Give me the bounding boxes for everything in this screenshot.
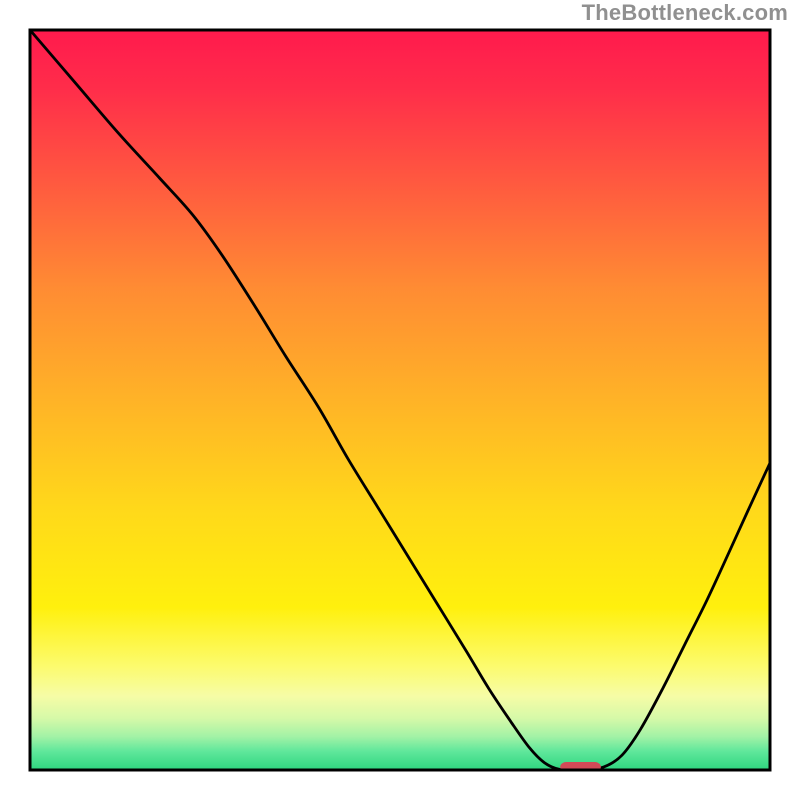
gradient-background (30, 30, 770, 770)
attribution-text: TheBottleneck.com (582, 0, 788, 26)
bottleneck-chart (0, 0, 800, 800)
